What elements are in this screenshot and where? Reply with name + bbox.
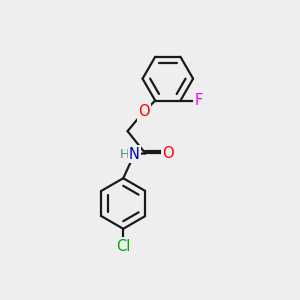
Text: H: H [120, 148, 130, 160]
Text: Cl: Cl [116, 238, 130, 253]
Text: O: O [138, 104, 150, 119]
Text: N: N [129, 146, 140, 161]
Text: O: O [162, 146, 173, 161]
Text: F: F [194, 93, 202, 108]
